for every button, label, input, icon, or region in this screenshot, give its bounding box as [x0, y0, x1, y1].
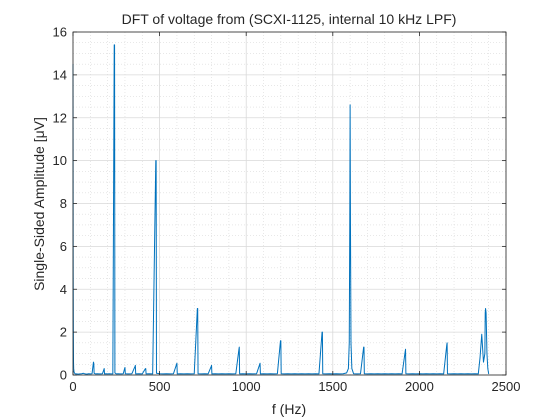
y-tick-label: 16 [53, 25, 67, 40]
tick-marks [72, 31, 507, 376]
x-axis-label: f (Hz) [272, 401, 306, 417]
y-tick-label: 4 [60, 282, 67, 297]
chart-title: DFT of voltage from (SCXI-1125, internal… [122, 11, 457, 27]
x-tick-label: 500 [149, 379, 171, 394]
x-tick-labels: 0 500 1000 1500 2000 2500 [69, 379, 520, 394]
x-tick-label: 2500 [492, 379, 521, 394]
y-tick-labels: 0 2 4 6 8 10 12 14 16 [53, 25, 67, 383]
y-tick-label: 6 [60, 239, 67, 254]
x-tick-label: 0 [69, 379, 76, 394]
y-tick-label: 2 [60, 325, 67, 340]
y-tick-label: 8 [60, 196, 67, 211]
y-tick-label: 12 [53, 110, 67, 125]
x-tick-label: 1500 [318, 379, 347, 394]
y-tick-label: 0 [60, 368, 67, 383]
x-tick-label: 2000 [405, 379, 434, 394]
y-axis-label: Single-Sided Amplitude [μV] [31, 117, 47, 291]
x-tick-label: 1000 [232, 379, 261, 394]
y-tick-label: 10 [53, 153, 67, 168]
y-tick-label: 14 [53, 67, 67, 82]
